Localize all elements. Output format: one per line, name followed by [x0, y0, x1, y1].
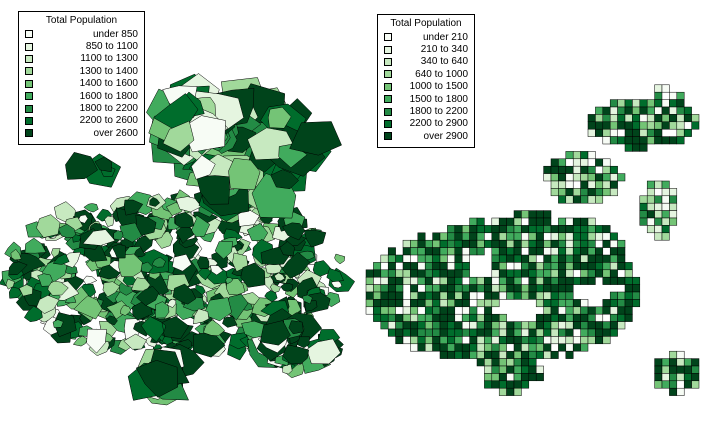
legend-item: 2200 to 2600 — [25, 115, 138, 127]
legend-swatch — [25, 104, 33, 113]
legend-label: 210 to 340 — [420, 44, 468, 56]
legend-item: 340 to 640 — [384, 56, 468, 68]
legend-swatch — [384, 95, 392, 104]
legend-label: 1800 to 2200 — [409, 106, 468, 118]
legend-grid-map: Total Population under 210 210 to 340 340 … — [377, 14, 475, 148]
grid-choropleth-map: Total Population under 210 210 to 340 340 … — [358, 0, 716, 424]
legend-swatch — [25, 67, 33, 76]
legend-label: over 2900 — [423, 130, 468, 142]
legend-swatch — [384, 70, 392, 79]
legend-swatch — [384, 132, 392, 141]
legend-item: 1400 to 1600 — [25, 78, 138, 90]
legend-item: 210 to 340 — [384, 43, 468, 55]
legend-swatch — [384, 33, 392, 42]
legend-label: 1600 to 1800 — [79, 90, 138, 102]
legend-label: 1000 to 1500 — [409, 81, 468, 93]
legend-swatch — [25, 79, 33, 88]
legend-label: 1400 to 1600 — [79, 78, 138, 90]
legend-items: under 210 210 to 340 340 to 640 640 to 1000… — [384, 31, 468, 143]
legend-swatch — [25, 116, 33, 125]
legend-swatch — [384, 82, 392, 91]
legend-item: 640 to 1000 — [384, 68, 468, 80]
legend-swatch — [25, 42, 33, 51]
legend-label: 850 to 1100 — [85, 41, 138, 53]
legend-label: 1100 to 1300 — [80, 53, 138, 65]
legend-swatch — [384, 107, 392, 116]
grid-map-canvas — [365, 84, 700, 396]
legend-swatch — [25, 129, 33, 138]
legend-label: 1500 to 1800 — [409, 93, 468, 105]
tract-map-canvas — [0, 73, 356, 406]
legend-item: under 210 — [384, 31, 468, 43]
legend-item: over 2900 — [384, 130, 468, 142]
legend-label: under 850 — [92, 28, 138, 40]
legend-swatch — [25, 92, 33, 101]
legend-tract-map: Total Population under 850 850 to 1100 110… — [18, 11, 145, 145]
legend-swatch — [384, 119, 392, 128]
legend-item: 1800 to 2200 — [384, 105, 468, 117]
tract-polygons — [0, 73, 356, 406]
legend-swatch — [25, 30, 33, 39]
legend-label: 1300 to 1400 — [79, 65, 138, 77]
legend-swatch — [384, 45, 392, 54]
legend-item: 1000 to 1500 — [384, 81, 468, 93]
legend-title: Total Population — [45, 15, 118, 26]
legend-label: under 210 — [422, 31, 468, 43]
legend-label: 1800 to 2200 — [79, 103, 138, 115]
legend-item: 1300 to 1400 — [25, 65, 138, 77]
tract-choropleth-map: Total Population under 850 850 to 1100 110… — [0, 11, 356, 406]
legend-item: 1600 to 1800 — [25, 90, 138, 102]
grid-cells — [365, 84, 700, 396]
legend-title: Total Population — [390, 18, 462, 29]
legend-label: 2200 to 2900 — [409, 118, 468, 130]
legend-item: under 850 — [25, 28, 138, 40]
legend-label: 640 to 1000 — [415, 68, 468, 80]
legend-label: over 2600 — [93, 127, 138, 139]
legend-item: 1500 to 1800 — [384, 93, 468, 105]
legend-swatch — [25, 54, 33, 63]
legend-item: 2200 to 2900 — [384, 118, 468, 130]
legend-item: 1100 to 1300 — [25, 53, 138, 65]
legend-label: 2200 to 2600 — [79, 115, 138, 127]
legend-item: over 2600 — [25, 127, 138, 139]
legend-label: 340 to 640 — [420, 56, 468, 68]
legend-items: under 850 850 to 1100 1100 to 1300 1300 to … — [25, 28, 138, 140]
legend-swatch — [384, 57, 392, 66]
legend-item: 1800 to 2200 — [25, 102, 138, 114]
legend-item: 850 to 1100 — [25, 40, 138, 52]
